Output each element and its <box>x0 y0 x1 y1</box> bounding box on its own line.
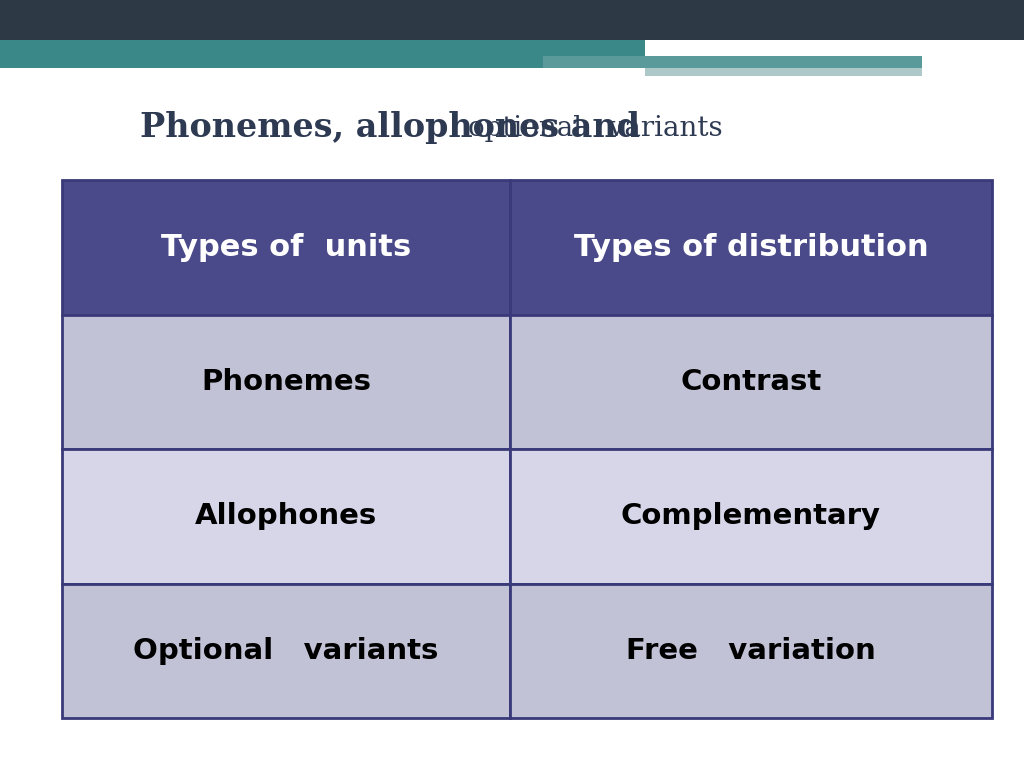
Bar <box>62 449 510 584</box>
Bar <box>62 180 510 315</box>
Bar <box>0 40 645 68</box>
Text: Complementary: Complementary <box>621 502 881 530</box>
Bar <box>62 584 510 718</box>
Text: optional   variants: optional variants <box>468 114 722 141</box>
Bar <box>62 315 510 449</box>
Text: Allophones: Allophones <box>195 502 377 530</box>
Bar <box>510 315 992 449</box>
Text: Types of  units: Types of units <box>161 233 411 262</box>
Text: Optional   variants: Optional variants <box>133 637 438 665</box>
Bar <box>645 68 922 76</box>
Bar <box>543 56 922 68</box>
Bar <box>510 180 992 315</box>
Bar <box>510 449 992 584</box>
Text: Contrast: Contrast <box>680 368 821 396</box>
Text: Types of distribution: Types of distribution <box>573 233 929 262</box>
Bar <box>0 0 1024 40</box>
Text: Phonemes, allophones and: Phonemes, allophones and <box>140 111 651 144</box>
Text: Phonemes: Phonemes <box>201 368 371 396</box>
Text: Free   variation: Free variation <box>626 637 876 665</box>
Bar <box>510 584 992 718</box>
